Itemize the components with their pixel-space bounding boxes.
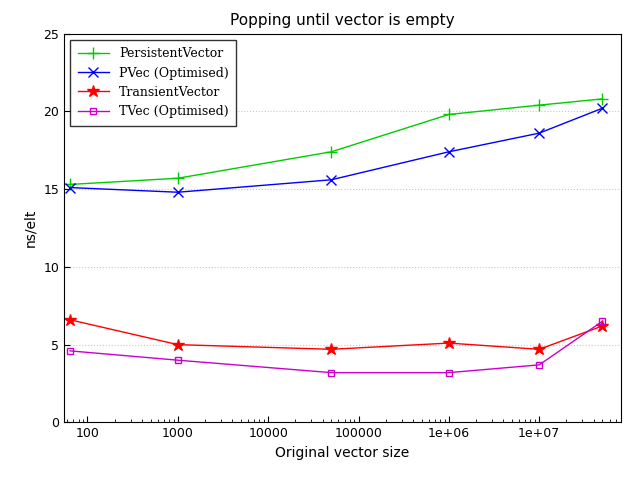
PVec (Optimised) [445, 149, 452, 155]
X-axis label: Original vector size: Original vector size [275, 446, 410, 460]
TransientVector [66, 317, 74, 323]
TVec (Optimised) [536, 362, 543, 368]
TransientVector [445, 340, 452, 346]
TransientVector [598, 323, 606, 329]
TVec (Optimised) [598, 318, 606, 324]
TransientVector [174, 342, 182, 348]
Line: PersistentVector: PersistentVector [65, 94, 608, 190]
Y-axis label: ns/elt: ns/elt [24, 209, 38, 247]
Line: TransientVector: TransientVector [64, 313, 609, 356]
TransientVector [536, 347, 543, 352]
PVec (Optimised) [66, 185, 74, 191]
PVec (Optimised) [174, 189, 182, 195]
Title: Popping until vector is empty: Popping until vector is empty [230, 13, 454, 28]
PVec (Optimised) [328, 177, 335, 183]
TVec (Optimised) [174, 357, 182, 363]
PersistentVector [328, 149, 335, 155]
PVec (Optimised) [536, 130, 543, 136]
TVec (Optimised) [66, 348, 74, 354]
PersistentVector [536, 102, 543, 108]
Line: TVec (Optimised): TVec (Optimised) [67, 318, 606, 376]
PersistentVector [445, 111, 452, 117]
TVec (Optimised) [445, 370, 452, 375]
TVec (Optimised) [328, 370, 335, 375]
PersistentVector [174, 175, 182, 181]
PersistentVector [598, 96, 606, 102]
PersistentVector [66, 181, 74, 187]
PVec (Optimised) [598, 106, 606, 111]
Line: PVec (Optimised): PVec (Optimised) [65, 103, 607, 197]
TransientVector [328, 347, 335, 352]
Legend: PersistentVector, PVec (Optimised), TransientVector, TVec (Optimised): PersistentVector, PVec (Optimised), Tran… [70, 40, 236, 126]
